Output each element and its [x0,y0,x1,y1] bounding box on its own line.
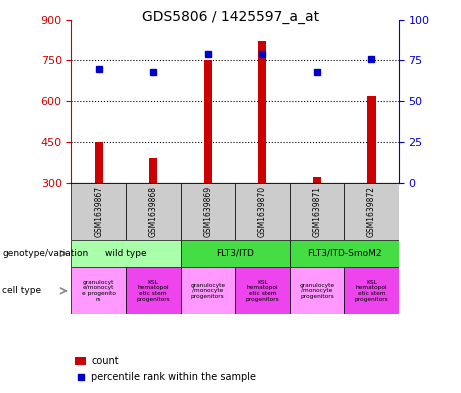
Bar [75,357,86,365]
Text: GDS5806 / 1425597_a_at: GDS5806 / 1425597_a_at [142,10,319,24]
Bar [367,96,376,183]
Text: cell type: cell type [2,286,41,295]
Bar [149,158,157,183]
Text: GSM1639869: GSM1639869 [203,185,213,237]
Text: wild type: wild type [105,249,147,258]
Text: KSL
hematopoi
etic stem
progenitors: KSL hematopoi etic stem progenitors [355,280,388,302]
Text: KSL
hematopoi
etic stem
progenitors: KSL hematopoi etic stem progenitors [136,280,170,302]
Text: genotype/variation: genotype/variation [2,249,89,258]
Bar [235,267,290,314]
Bar [344,267,399,314]
Bar [95,142,103,183]
Bar [126,183,181,240]
Text: GSM1639867: GSM1639867 [94,185,103,237]
Text: KSL
hematopoi
etic stem
progenitors: KSL hematopoi etic stem progenitors [246,280,279,302]
Bar [258,41,266,183]
Bar [181,267,235,314]
Text: GSM1639872: GSM1639872 [367,186,376,237]
Bar [313,177,321,183]
Text: GSM1639868: GSM1639868 [149,186,158,237]
Text: percentile rank within the sample: percentile rank within the sample [91,372,256,382]
Bar [235,183,290,240]
Text: FLT3/ITD: FLT3/ITD [216,249,254,258]
Bar [181,183,235,240]
Text: granulocyt
e/monocyt
e progenito
rs: granulocyt e/monocyt e progenito rs [82,280,116,302]
Text: GSM1639870: GSM1639870 [258,185,267,237]
Bar [290,267,344,314]
Bar [344,183,399,240]
Bar [126,267,181,314]
Bar [290,183,344,240]
Text: count: count [91,356,119,366]
Bar [71,267,126,314]
Bar [71,183,126,240]
Bar [204,61,212,183]
Bar [181,240,290,267]
Text: granulocyte
/monocyte
progenitors: granulocyte /monocyte progenitors [190,283,225,299]
Bar [290,240,399,267]
Text: GSM1639871: GSM1639871 [313,186,321,237]
Text: granulocyte
/monocyte
progenitors: granulocyte /monocyte progenitors [299,283,335,299]
Bar [71,240,181,267]
Text: FLT3/ITD-SmoM2: FLT3/ITD-SmoM2 [307,249,381,258]
